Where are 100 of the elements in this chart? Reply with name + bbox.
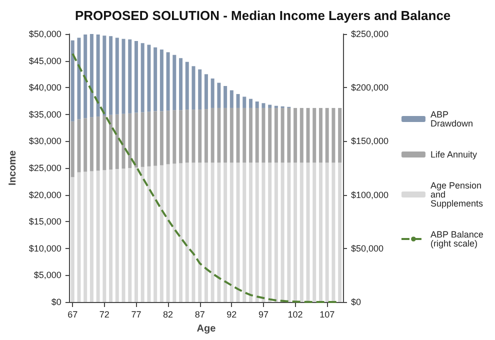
- bar: [128, 168, 132, 302]
- bar: [160, 165, 164, 302]
- bar: [115, 38, 119, 114]
- bar: [192, 162, 196, 302]
- y-tick-label: $35,000: [28, 109, 62, 120]
- bar: [268, 162, 272, 302]
- bar: [280, 162, 284, 302]
- bar: [294, 162, 298, 302]
- bar: [185, 162, 189, 302]
- bar: [249, 162, 252, 302]
- bar: [134, 112, 138, 168]
- bar: [230, 108, 234, 163]
- bar: [318, 162, 322, 302]
- bar: [147, 166, 151, 302]
- x-tick-label: 102: [288, 310, 303, 320]
- bar: [77, 38, 81, 120]
- bar: [242, 96, 246, 108]
- bar: [338, 162, 342, 302]
- bar: [96, 116, 100, 171]
- bar: [154, 111, 158, 166]
- y-tick-label: $30,000: [28, 136, 62, 146]
- bar: [210, 162, 214, 302]
- bar: [306, 162, 310, 302]
- bar: [109, 170, 113, 302]
- bar: [249, 108, 252, 163]
- bar: [332, 108, 336, 163]
- bar: [172, 54, 176, 110]
- y-tick-label: $15,000: [28, 216, 62, 227]
- bar: [160, 50, 164, 112]
- y2-tick-label: $150,000: [351, 136, 389, 146]
- bar: [185, 110, 189, 163]
- bar: [90, 171, 94, 302]
- legend-label: Life Annuity: [430, 150, 478, 160]
- bar: [198, 110, 202, 163]
- bar: [306, 108, 310, 163]
- bar: [84, 172, 88, 302]
- bar: [268, 104, 272, 108]
- bar: [287, 162, 291, 302]
- bar: [185, 62, 189, 110]
- bar: [84, 34, 88, 118]
- bar: [318, 108, 322, 163]
- bar: [217, 108, 221, 163]
- bar: [140, 166, 144, 302]
- x-tick-label: 72: [99, 310, 110, 320]
- bar: [224, 108, 228, 163]
- legend-label: Age Pension and Supplements: [430, 180, 484, 208]
- bar: [128, 113, 132, 168]
- y2-tick-label: $200,000: [351, 82, 389, 93]
- y2-tick-label: $100,000: [351, 190, 389, 200]
- bar: [300, 108, 304, 163]
- bar: [268, 108, 272, 163]
- bar: [274, 108, 278, 163]
- bar: [192, 66, 196, 110]
- bar: [140, 112, 144, 167]
- bar: [312, 108, 316, 163]
- y-tick-label: $10,000: [28, 243, 62, 254]
- bar: [210, 78, 214, 108]
- bar: [204, 109, 208, 163]
- bar: [262, 103, 266, 108]
- bar: [160, 111, 164, 166]
- bar: [140, 43, 144, 112]
- y2-tick-label: $0: [351, 297, 362, 307]
- bar: [122, 168, 126, 302]
- y-tick-label: $45,000: [28, 56, 62, 66]
- bar: [179, 163, 183, 302]
- x-tick-label: 82: [163, 310, 174, 320]
- bar: [128, 39, 132, 114]
- bar: [70, 40, 74, 122]
- bar: [236, 162, 240, 302]
- bar: [70, 177, 74, 302]
- bar: [294, 108, 298, 163]
- legend-label: ABP Balance (right scale): [430, 230, 486, 248]
- bar: [115, 169, 119, 302]
- x-tick-label: 97: [258, 310, 268, 320]
- y2-tick-label: $50,000: [351, 243, 384, 254]
- bar: [262, 162, 266, 302]
- bar: [312, 162, 316, 302]
- bar: [109, 114, 113, 170]
- bar: [224, 86, 228, 108]
- bar: [122, 114, 126, 169]
- y-tick-label: $50,000: [28, 29, 62, 39]
- bar: [217, 162, 221, 302]
- bar: [134, 40, 138, 113]
- bar: [280, 108, 284, 163]
- bar: [210, 108, 214, 163]
- bar: [255, 108, 259, 163]
- bar: [198, 69, 202, 110]
- bar: [198, 162, 202, 302]
- bar: [77, 172, 81, 302]
- bar: [115, 114, 119, 170]
- bar: [166, 110, 170, 164]
- bar: [134, 167, 138, 302]
- y-tick-label: $25,000: [28, 163, 62, 173]
- x-tick-label: 77: [131, 310, 142, 320]
- bar: [242, 162, 246, 302]
- bar: [224, 162, 228, 302]
- bar: [84, 118, 88, 172]
- bar: [192, 110, 196, 163]
- bar: [77, 119, 81, 172]
- x-axis-title: Age: [196, 324, 216, 334]
